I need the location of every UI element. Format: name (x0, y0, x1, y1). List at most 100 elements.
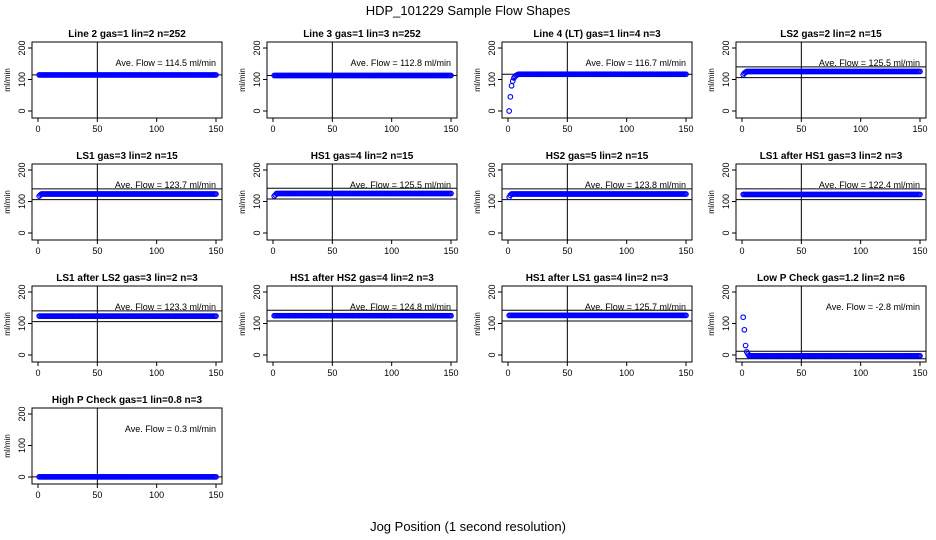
data-point (213, 72, 219, 78)
average-flow-annotation: Ave. Flow = 122.4 ml/min (819, 180, 920, 190)
x-tick-label: 50 (92, 490, 102, 500)
y-tick-label: 200 (17, 162, 27, 177)
y-tick-label: 0 (721, 108, 731, 113)
y-tick-label: 200 (721, 40, 731, 55)
y-tick-label: 0 (721, 352, 731, 357)
y-tick-label: 200 (721, 162, 731, 177)
y-tick-label: 100 (17, 72, 27, 87)
panel-title: HS2 gas=5 lin=2 n=15 (546, 151, 649, 162)
average-flow-annotation: Ave. Flow = 123.7 ml/min (115, 180, 216, 190)
y-axis-label: ml/min (3, 68, 12, 92)
data-points (506, 71, 689, 114)
x-tick-label: 50 (562, 124, 572, 134)
plot-frame (31, 41, 223, 119)
plot-frame (31, 407, 223, 485)
y-tick-label: 100 (17, 438, 27, 453)
data-points (740, 314, 923, 359)
plot-frame (266, 163, 458, 241)
x-tick-label: 100 (149, 246, 164, 256)
x-tick-label: 100 (149, 368, 164, 378)
panel-12: Low P Check gas=1.2 lin=2 n=6 0 100 200 ml/m… (707, 273, 928, 378)
x-tick-label: 50 (796, 246, 806, 256)
data-points (271, 72, 454, 79)
data-point (213, 474, 219, 480)
data-point (508, 82, 515, 89)
panel-13: High P Check gas=1 lin=0.8 n=3 0 100 200 ml/… (3, 395, 224, 500)
x-tick-label: 100 (149, 490, 164, 500)
data-point (683, 191, 689, 197)
x-tick-label: 150 (443, 124, 458, 134)
plot-frame (735, 163, 927, 241)
data-point (507, 93, 514, 100)
panel-title: HS1 gas=4 lin=2 n=15 (311, 151, 414, 162)
x-tick-label: 50 (562, 246, 572, 256)
x-tick-label: 50 (562, 368, 572, 378)
average-flow-annotation: Ave. Flow = 123.8 ml/min (585, 180, 686, 190)
data-point (448, 72, 454, 79)
data-point (509, 78, 516, 84)
panel-grid: Line 2 gas=1 lin=2 n=252 0 100 200 ml/min 0 50… (3, 29, 928, 500)
y-tick-label: 0 (487, 108, 497, 113)
panel-title: Line 4 (LT) gas=1 lin=4 n=3 (533, 29, 661, 40)
y-tick-label: 0 (17, 230, 27, 235)
average-flow-annotation: Ave. Flow = 0.3 ml/min (125, 424, 216, 434)
average-flow-annotation: Ave. Flow = 125.5 ml/min (819, 58, 920, 68)
y-axis-label: ml/min (3, 434, 12, 458)
y-tick-label: 100 (487, 194, 497, 209)
y-tick-label: 100 (721, 72, 731, 87)
x-tick-label: 100 (853, 368, 868, 378)
y-axis-label: ml/min (3, 312, 12, 336)
data-point (740, 314, 747, 321)
x-tick-label: 0 (35, 246, 40, 256)
y-tick-label: 100 (17, 194, 27, 209)
panel-8: LS1 after HS1 gas=3 lin=2 n=3 0 100 200 ml/m… (707, 151, 928, 256)
x-tick-label: 50 (327, 368, 337, 378)
y-tick-label: 100 (252, 194, 262, 209)
x-tick-label: 0 (505, 246, 510, 256)
panel-title: Low P Check gas=1.2 lin=2 n=6 (757, 273, 905, 284)
y-tick-label: 200 (252, 40, 262, 55)
x-tick-label: 0 (739, 124, 744, 134)
y-tick-label: 200 (252, 162, 262, 177)
y-tick-label: 100 (487, 316, 497, 331)
x-tick-label: 100 (619, 246, 634, 256)
data-point (917, 353, 923, 359)
panel-10: HS1 after HS2 gas=4 lin=2 n=3 0 100 200 ml/m… (238, 273, 459, 378)
y-axis-label: ml/min (707, 68, 716, 92)
data-point (742, 342, 749, 349)
x-tick-label: 150 (208, 368, 223, 378)
x-tick-label: 100 (384, 368, 399, 378)
data-point (683, 71, 689, 78)
x-tick-label: 50 (92, 124, 102, 134)
panel-2: Line 3 gas=1 lin=3 n=252 0 100 200 ml/min 0 50… (238, 29, 459, 134)
data-points (36, 72, 219, 78)
data-point (213, 191, 219, 197)
panel-title: LS1 gas=3 lin=2 n=15 (76, 151, 178, 162)
data-points (36, 474, 219, 480)
y-tick-label: 0 (252, 352, 262, 357)
plot-frame (31, 285, 223, 363)
x-tick-label: 0 (739, 368, 744, 378)
y-tick-label: 100 (721, 194, 731, 209)
y-tick-label: 0 (252, 230, 262, 235)
data-point (917, 68, 923, 75)
data-points (740, 68, 923, 78)
x-tick-label: 150 (443, 246, 458, 256)
y-tick-label: 0 (252, 108, 262, 113)
panel-title: LS1 after HS1 gas=3 lin=2 n=3 (760, 151, 903, 162)
panel-11: HS1 after LS1 gas=4 lin=2 n=3 0 100 200 ml/m… (473, 273, 694, 378)
y-tick-label: 100 (721, 316, 731, 331)
figure-x-label: Jog Position (1 second resolution) (370, 519, 566, 534)
y-tick-label: 100 (252, 316, 262, 331)
x-tick-label: 100 (384, 246, 399, 256)
data-points (740, 191, 923, 198)
plot-frame (31, 163, 223, 241)
panel-3: Line 4 (LT) gas=1 lin=4 n=3 0 100 200 ml/min… (473, 29, 694, 134)
average-flow-annotation: Ave. Flow = 124.8 ml/min (350, 302, 451, 312)
x-tick-label: 150 (912, 368, 927, 378)
panel-title: HS1 after HS2 gas=4 lin=2 n=3 (290, 273, 434, 284)
panel-title: LS2 gas=2 lin=2 n=15 (780, 29, 882, 40)
y-axis-label: ml/min (238, 312, 247, 336)
x-tick-label: 0 (35, 124, 40, 134)
